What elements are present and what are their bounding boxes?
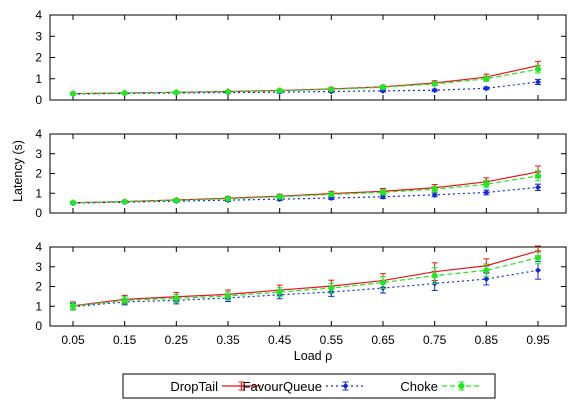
x-tick-label: 0.75 [423,333,447,347]
x-tick-label: 0.85 [475,333,499,347]
y-tick-label: 2 [35,280,42,294]
y-tick-label: 0 [35,93,42,107]
legend-marker [238,383,245,389]
y-tick-label: 2 [35,51,42,65]
panel-2: 0 1 2 3 4 [35,127,567,220]
series-line [72,250,539,307]
x-tick-label: 0.95 [526,333,550,347]
series-line [72,175,539,204]
x-axis-label: Load ρ [294,349,332,363]
series-choke [70,64,541,97]
x-tick-label: 0.65 [371,333,395,347]
data-point [121,89,128,96]
panel-3: 0 1 2 3 4 0.05 0.15 0.25 0.35 0.45 0.55 0.65 0.75 0.8… [35,240,567,347]
data-point [535,66,541,73]
x-tick-label: 0.35 [216,333,240,347]
y-tick-label: 0 [35,319,42,333]
legend-marker [458,383,465,389]
y-tick-label: 4 [35,127,42,141]
y-tick-label: 1 [35,186,42,200]
y-tick-label: 3 [35,29,42,43]
data-point [431,186,438,193]
data-point [431,272,438,279]
legend-item-choke: Choke [400,379,481,394]
y-tick-label: 3 [35,147,42,161]
data-point [535,267,541,274]
legend: DropTail FavourQueue Choke [122,373,496,399]
data-point [380,279,386,286]
data-point [483,275,490,282]
legend-label: DropTail [170,379,218,394]
series-line [72,171,539,204]
y-tick-label: 1 [35,299,42,313]
legend-item-droptail: DropTail [170,379,261,394]
data-point [535,78,541,85]
y-tick-label: 4 [35,240,42,254]
series-choke [70,170,541,206]
y-tick-label: 1 [35,72,42,86]
data-point [483,75,490,82]
series-line [72,257,539,307]
data-point [70,199,76,206]
data-point [431,87,438,94]
data-point [535,184,541,191]
data-point [121,297,128,304]
legend-box [122,373,496,399]
x-tick-label: 0.15 [113,333,137,347]
data-point [483,85,490,92]
y-axis-label: Latency (s) [11,140,25,202]
series-droptail [70,60,541,97]
data-point [225,88,231,95]
data-point [121,198,128,205]
legend-label: Choke [400,379,438,394]
data-point [431,80,438,87]
data-point [276,87,283,94]
legend-marker [342,383,349,389]
x-tick-label: 0.05 [61,333,85,347]
data-point [328,285,335,292]
x-tick-label: 0.25 [165,333,189,347]
series-favourqueue [70,260,541,311]
data-point [483,181,490,188]
y-tick-label: 0 [35,206,42,220]
data-point [70,303,76,310]
legend-item-favourqueue: FavourQueue [243,379,365,394]
data-point [483,189,490,196]
data-point [431,191,438,198]
data-point [328,86,335,93]
x-tick-label: 0.55 [320,333,344,347]
legend-label: FavourQueue [243,379,323,394]
data-point [276,193,283,200]
data-point [225,292,231,299]
series-choke [70,251,541,311]
data-point [380,189,386,196]
y-tick-label: 4 [35,8,42,22]
data-point [535,254,541,261]
data-point [380,84,386,91]
data-point [483,267,490,274]
series-line [72,68,539,95]
y-tick-label: 2 [35,167,42,181]
series-favourqueue [70,78,541,98]
data-point [276,289,283,296]
data-point [173,89,180,96]
data-point [173,295,180,302]
data-point [328,191,335,198]
data-point [70,90,76,97]
data-point [225,195,231,202]
series-droptail [70,165,541,206]
data-point [535,172,541,179]
data-point [173,197,180,204]
y-tick-label: 3 [35,260,42,274]
x-tick-label: 0.45 [268,333,292,347]
panel-1: 0 1 2 3 4 [35,8,567,107]
